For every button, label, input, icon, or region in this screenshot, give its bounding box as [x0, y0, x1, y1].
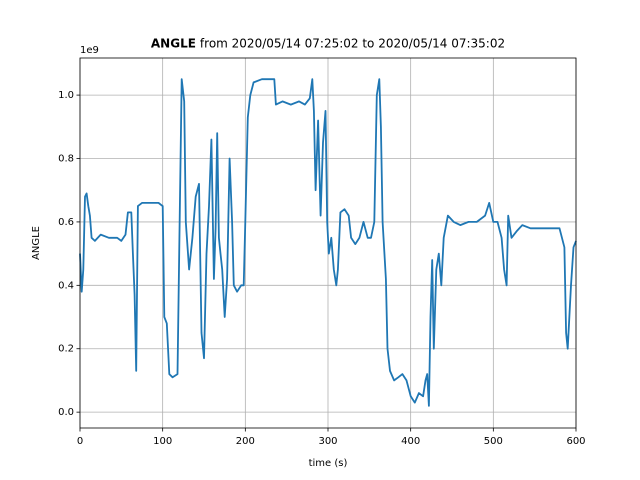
x-tick-label: 500	[484, 436, 503, 447]
y-tick-label: 0.8	[58, 154, 74, 165]
plot-frame	[79, 57, 577, 429]
y-axis-label: ANGLE	[31, 226, 42, 260]
x-tick-label: 400	[401, 436, 420, 447]
y-offset-label: 1e9	[80, 45, 99, 56]
chart-title-bold: ANGLE	[151, 37, 196, 51]
y-tick-label: 0.4	[58, 280, 74, 291]
y-tick-label: 1.0	[58, 90, 74, 101]
x-tick-label: 100	[153, 436, 172, 447]
y-tick-label: 0.0	[58, 407, 74, 418]
y-tick-label: 0.6	[58, 217, 74, 228]
chart-title: from 2020/05/14 07:25:02 to 2020/05/14 0…	[200, 37, 505, 51]
data-line	[79, 78, 577, 407]
x-tick-label: 0	[77, 436, 83, 447]
x-axis-label: time (s)	[309, 458, 348, 469]
y-tick-label: 0.2	[58, 344, 74, 355]
x-tick-label: 600	[566, 436, 585, 447]
x-tick-label: 200	[236, 436, 255, 447]
x-tick-label: 300	[318, 436, 337, 447]
